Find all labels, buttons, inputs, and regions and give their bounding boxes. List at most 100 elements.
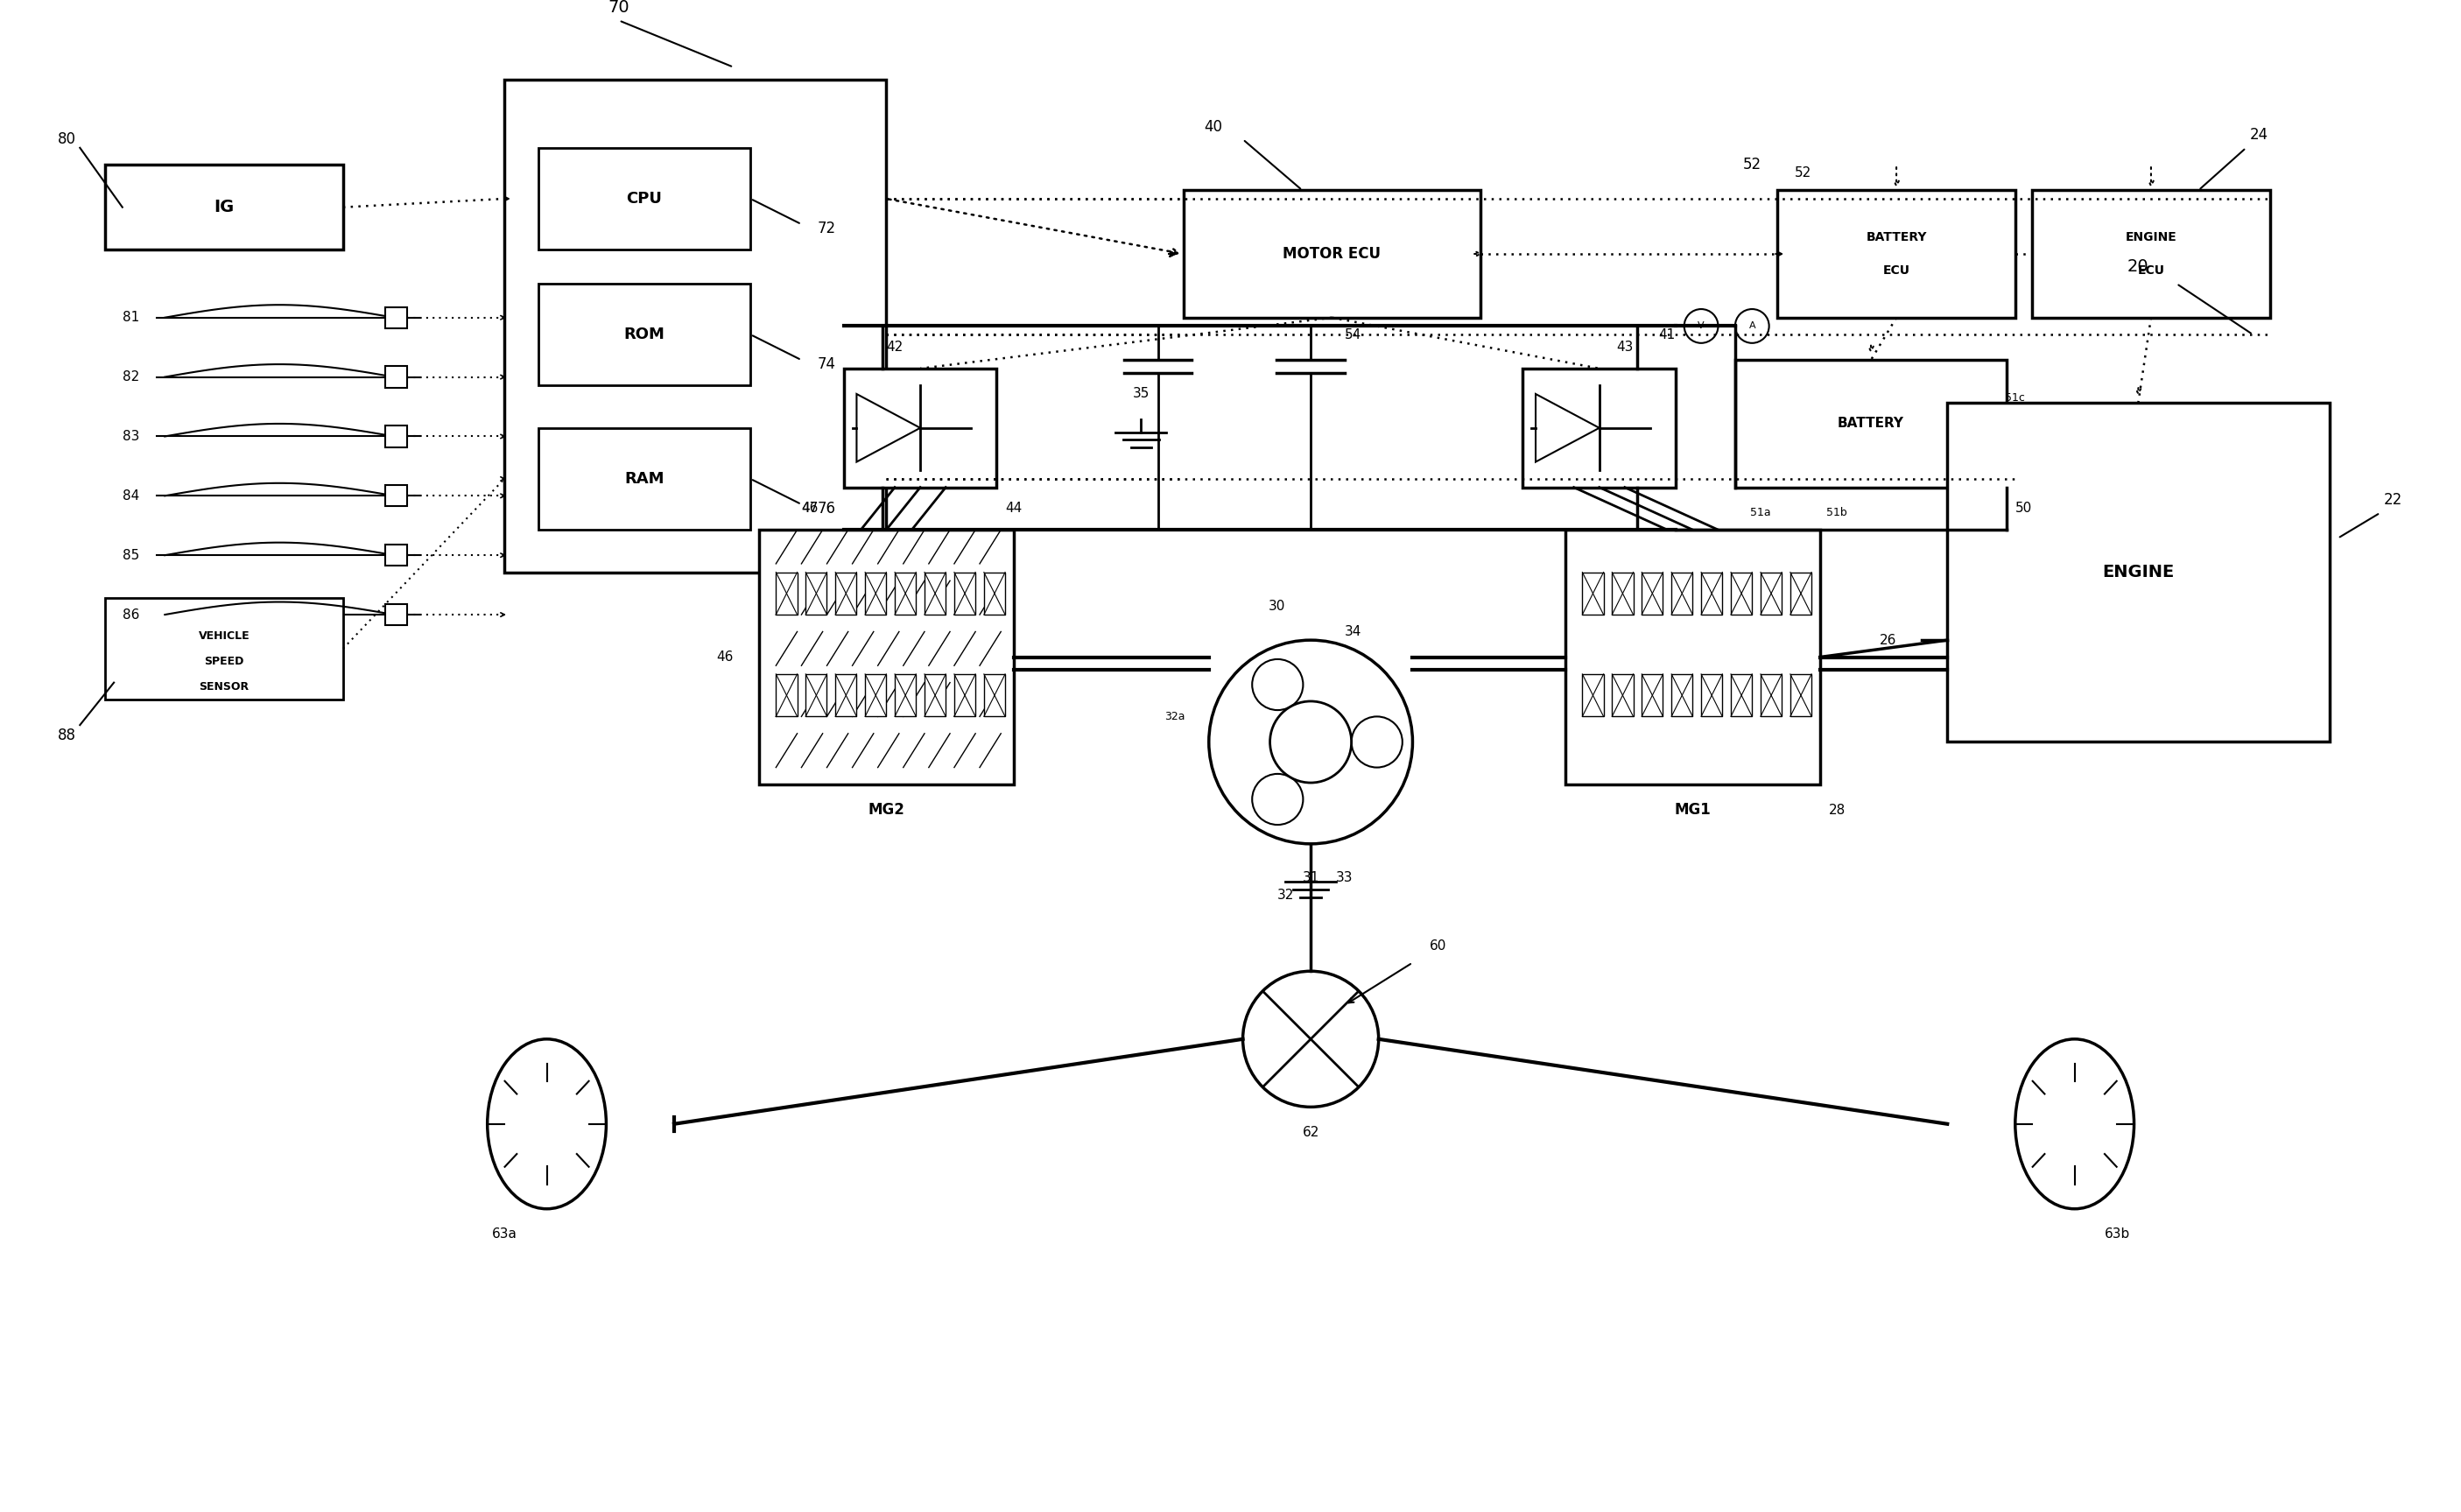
Text: 22: 22 [2385, 493, 2402, 508]
Text: 82: 82 [123, 370, 140, 384]
Text: 76: 76 [817, 500, 837, 517]
Bar [386, 544, 406, 565]
Text: SPEED: SPEED [204, 656, 244, 667]
Bar [984, 674, 1004, 717]
FancyBboxPatch shape [539, 284, 751, 386]
Text: 44: 44 [1004, 502, 1021, 516]
Bar [896, 572, 915, 615]
Bar [386, 426, 406, 448]
Text: 51c: 51c [2006, 393, 2025, 404]
Bar [386, 307, 406, 328]
Text: 80: 80 [59, 132, 76, 147]
Text: MG2: MG2 [869, 801, 906, 818]
Bar [1641, 674, 1664, 717]
FancyBboxPatch shape [505, 80, 886, 572]
Bar [834, 572, 856, 615]
FancyBboxPatch shape [1777, 191, 2016, 318]
Bar [1612, 572, 1634, 615]
Text: MG1: MG1 [1673, 801, 1710, 818]
Text: 40: 40 [1203, 119, 1223, 135]
Text: 74: 74 [817, 357, 837, 372]
FancyBboxPatch shape [539, 428, 751, 529]
Text: 46: 46 [802, 502, 820, 516]
Bar [1730, 674, 1752, 717]
Text: MOTOR ECU: MOTOR ECU [1282, 246, 1381, 262]
Text: ENGINE: ENGINE [2102, 564, 2176, 581]
FancyBboxPatch shape [106, 597, 342, 700]
Text: A: A [1750, 322, 1755, 331]
Text: 20: 20 [2126, 259, 2148, 275]
Text: 51a: 51a [1750, 507, 1772, 519]
Bar [866, 674, 886, 717]
Text: 72: 72 [817, 221, 837, 236]
Text: 81: 81 [123, 311, 140, 324]
Text: 63b: 63b [2104, 1228, 2129, 1241]
Text: 51b: 51b [1826, 507, 1848, 519]
Bar [1671, 674, 1693, 717]
Text: SENSOR: SENSOR [199, 680, 249, 692]
Text: ECU: ECU [2139, 265, 2166, 277]
Text: 32: 32 [1277, 888, 1294, 901]
Text: ENGINE: ENGINE [2126, 231, 2176, 243]
Text: 88: 88 [59, 727, 76, 742]
Text: RAM: RAM [625, 470, 664, 487]
Text: 24: 24 [2249, 127, 2269, 144]
Text: 54: 54 [1344, 328, 1361, 342]
Bar [1760, 572, 1782, 615]
Bar [1582, 572, 1605, 615]
Text: 62: 62 [1302, 1126, 1319, 1139]
Text: 43: 43 [1617, 340, 1634, 354]
Text: 35: 35 [1132, 387, 1149, 401]
Bar [805, 572, 827, 615]
Text: ROM: ROM [625, 327, 664, 342]
Text: ECU: ECU [1883, 265, 1910, 277]
Bar [386, 366, 406, 387]
FancyBboxPatch shape [1735, 360, 2006, 487]
Bar [1582, 674, 1605, 717]
Text: 52: 52 [1794, 166, 1811, 180]
Bar [834, 674, 856, 717]
Bar [1612, 674, 1634, 717]
Bar [1789, 572, 1811, 615]
FancyBboxPatch shape [1523, 369, 1676, 487]
Bar [1730, 572, 1752, 615]
FancyBboxPatch shape [844, 369, 997, 487]
Bar [775, 572, 797, 615]
Text: CPU: CPU [628, 191, 662, 207]
FancyBboxPatch shape [2033, 191, 2269, 318]
Bar [925, 572, 945, 615]
Bar [805, 674, 827, 717]
Text: 63a: 63a [492, 1228, 517, 1241]
Text: BATTERY: BATTERY [1838, 417, 1905, 431]
Text: 84: 84 [123, 490, 140, 502]
Bar [955, 674, 975, 717]
Bar [775, 674, 797, 717]
FancyBboxPatch shape [1947, 402, 2328, 742]
Text: 83: 83 [123, 429, 140, 443]
Text: 33: 33 [1336, 871, 1354, 885]
Bar [386, 485, 406, 507]
Bar [896, 674, 915, 717]
Bar [866, 572, 886, 615]
Text: 31: 31 [1302, 871, 1319, 885]
Text: 30: 30 [1267, 600, 1285, 612]
FancyBboxPatch shape [1565, 529, 1821, 785]
Bar [1671, 572, 1693, 615]
Text: 70: 70 [608, 0, 630, 17]
Text: BATTERY: BATTERY [1865, 231, 1927, 243]
Text: 46: 46 [716, 650, 733, 664]
FancyBboxPatch shape [1184, 191, 1482, 318]
Text: 85: 85 [123, 549, 140, 562]
Text: 86: 86 [123, 608, 140, 621]
Bar [1760, 674, 1782, 717]
Bar [955, 572, 975, 615]
Text: 50: 50 [2016, 502, 2033, 516]
Text: 26: 26 [1880, 634, 1897, 647]
Text: 41: 41 [1659, 328, 1676, 342]
Text: 42: 42 [886, 340, 903, 354]
Text: V: V [1698, 322, 1705, 331]
Bar [1641, 572, 1664, 615]
Bar [1701, 572, 1723, 615]
FancyBboxPatch shape [539, 148, 751, 249]
Text: 28: 28 [1829, 803, 1846, 816]
